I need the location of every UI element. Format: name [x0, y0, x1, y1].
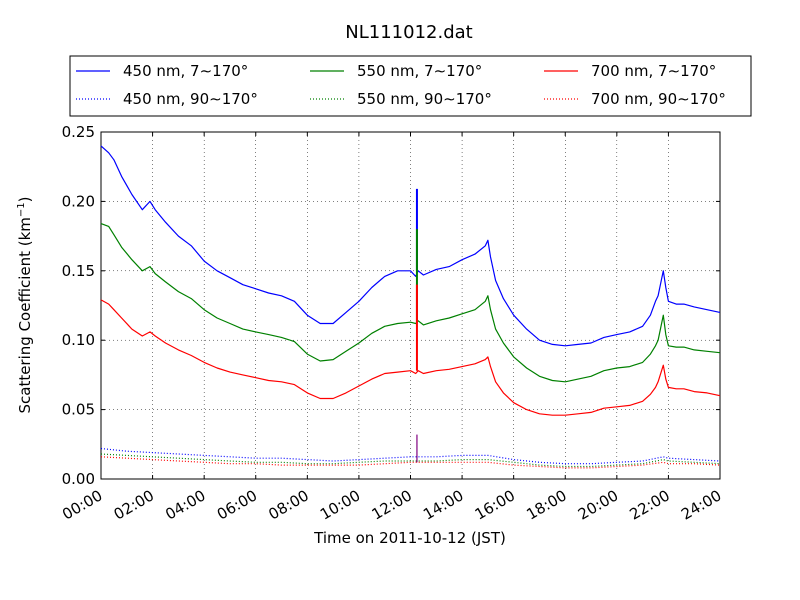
x-tick-label: 02:00 [111, 486, 157, 523]
x-tick-label: 10:00 [317, 486, 363, 523]
series-line-5 [100, 456, 721, 469]
legend-label: 700 nm, 90∼170° [591, 90, 726, 108]
y-axis-label-main: Scattering Coefficient (km [16, 217, 34, 413]
legend-label: 550 nm, 7∼170° [357, 62, 482, 80]
x-axis-label: Time on 2011-10-12 (JST) [313, 529, 506, 547]
x-tick-label: 08:00 [265, 486, 311, 523]
chart-title: NL111012.dat [345, 22, 472, 43]
y-tick-label: 0.25 [62, 123, 95, 141]
series-line-1 [100, 223, 721, 383]
x-tick-label: 22:00 [627, 486, 673, 523]
series-group [100, 145, 721, 469]
x-tick-label: 20:00 [575, 486, 621, 523]
x-tick-label: 04:00 [162, 486, 208, 523]
x-tick-label: 18:00 [523, 486, 569, 523]
x-tick-label: 00:00 [59, 486, 105, 523]
x-tick-label: 06:00 [214, 486, 260, 523]
series-line-0 [100, 145, 721, 347]
legend-label: 450 nm, 7∼170° [123, 62, 248, 80]
y-tick-label: 0.00 [62, 470, 95, 488]
x-tick-label: 14:00 [420, 486, 466, 523]
y-tick-label: 0.15 [62, 262, 95, 280]
legend-label: 450 nm, 90∼170° [123, 90, 258, 108]
y-axis-label-close: ) [16, 196, 34, 202]
x-tick-label: 12:00 [369, 486, 415, 523]
x-tick-label: 16:00 [472, 486, 518, 523]
y-axis-label-superscript: −1 [16, 202, 27, 217]
y-tick-label: 0.05 [62, 401, 95, 419]
legend-label: 700 nm, 7∼170° [591, 62, 716, 80]
series-line-2 [100, 299, 721, 416]
y-tick-label: 0.10 [62, 331, 95, 349]
x-tick-label: 24:00 [678, 486, 724, 523]
legend: 450 nm, 7∼170° 550 nm, 7∼170° 700 nm, 7∼17… [69, 55, 752, 117]
y-tick-label: 0.20 [62, 192, 95, 210]
y-axis-label: Scattering Coefficient (km−1) [16, 196, 34, 413]
legend-box [69, 55, 752, 117]
legend-label: 550 nm, 90∼170° [357, 90, 492, 108]
